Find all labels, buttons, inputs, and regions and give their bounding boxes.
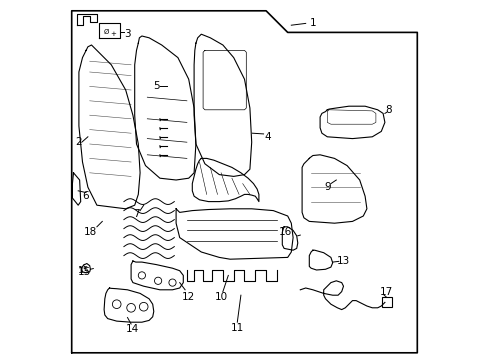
Text: 13: 13 — [336, 256, 349, 266]
FancyBboxPatch shape — [382, 297, 391, 307]
Text: 2: 2 — [75, 137, 81, 147]
Text: 15: 15 — [77, 266, 89, 275]
Text: 10: 10 — [214, 292, 227, 302]
Text: 16: 16 — [279, 227, 292, 237]
Text: 8: 8 — [385, 105, 391, 115]
Text: 6: 6 — [82, 191, 88, 201]
Text: 7: 7 — [133, 209, 140, 219]
Text: 9: 9 — [324, 182, 330, 192]
Text: 4: 4 — [264, 132, 271, 142]
Text: 17: 17 — [379, 287, 392, 297]
Text: 11: 11 — [230, 323, 244, 333]
Text: 12: 12 — [182, 292, 195, 302]
Text: +: + — [110, 31, 116, 37]
Text: 3: 3 — [124, 29, 131, 39]
Text: 18: 18 — [83, 227, 97, 237]
Text: 15: 15 — [78, 267, 91, 277]
Text: 14: 14 — [126, 324, 139, 334]
Text: 1: 1 — [309, 18, 316, 28]
Text: 5: 5 — [153, 81, 159, 91]
Text: Ø: Ø — [103, 29, 108, 35]
